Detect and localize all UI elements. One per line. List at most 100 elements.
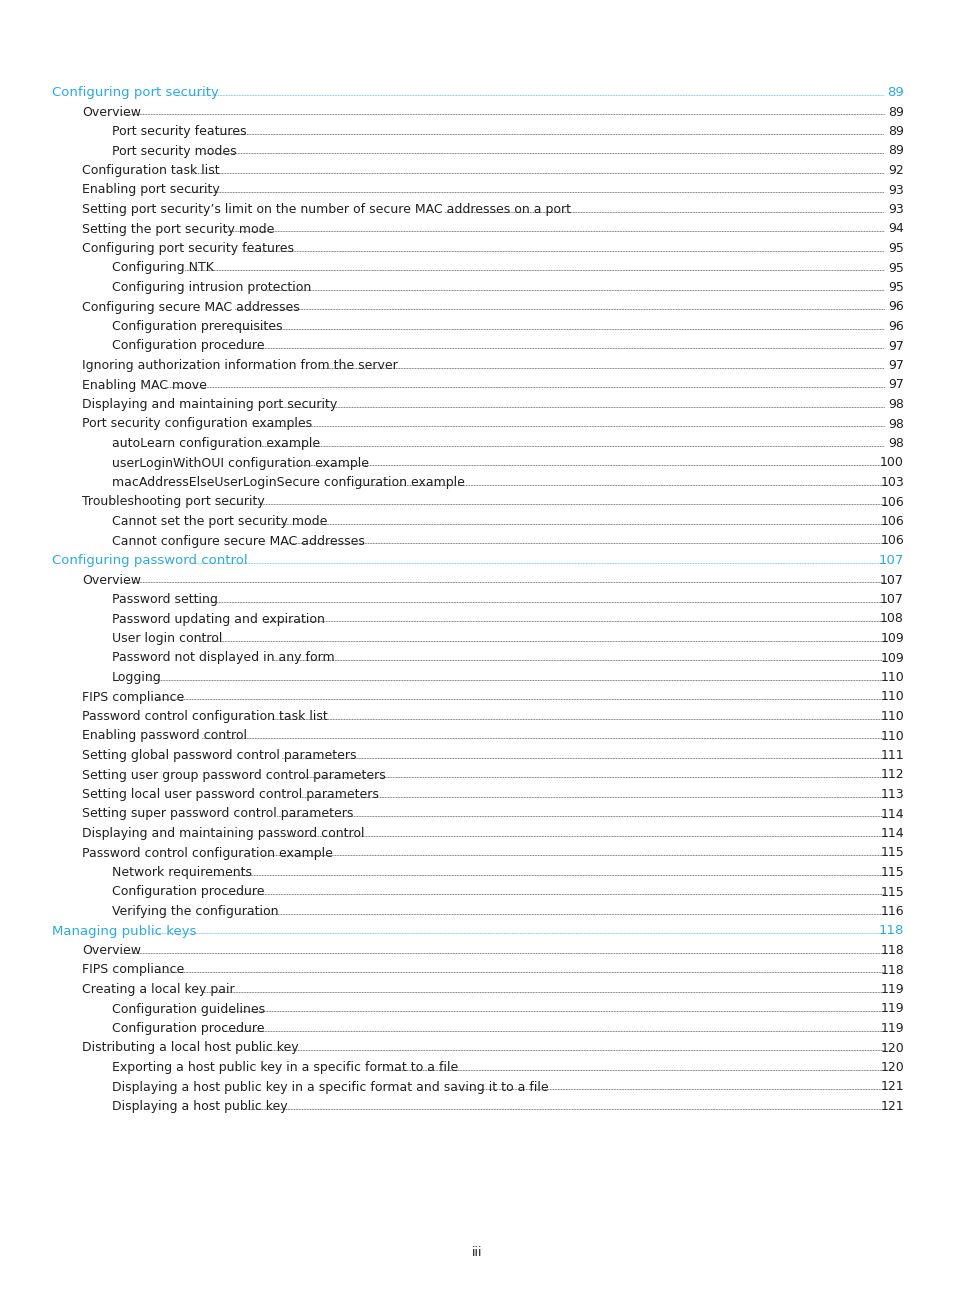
Text: Enabling password control: Enabling password control	[82, 730, 247, 743]
Text: macAddressElseUserLoginSecure configuration example: macAddressElseUserLoginSecure configurat…	[112, 476, 464, 489]
Text: 118: 118	[880, 943, 903, 956]
Text: FIPS compliance: FIPS compliance	[82, 963, 184, 976]
Text: Setting local user password control parameters: Setting local user password control para…	[82, 788, 378, 801]
Text: 110: 110	[880, 691, 903, 704]
Text: 98: 98	[887, 417, 903, 430]
Text: Overview: Overview	[82, 574, 141, 587]
Text: Port security modes: Port security modes	[112, 144, 236, 158]
Text: 110: 110	[880, 710, 903, 723]
Text: 92: 92	[887, 165, 903, 178]
Text: 118: 118	[880, 963, 903, 976]
Text: Overview: Overview	[82, 943, 141, 956]
Text: 121: 121	[880, 1100, 903, 1113]
Text: Setting super password control parameters: Setting super password control parameter…	[82, 807, 353, 820]
Text: 121: 121	[880, 1081, 903, 1094]
Text: userLoginWithOUI configuration example: userLoginWithOUI configuration example	[112, 456, 369, 469]
Text: Displaying and maintaining password control: Displaying and maintaining password cont…	[82, 827, 364, 840]
Text: 89: 89	[887, 105, 903, 118]
Text: 118: 118	[878, 924, 903, 937]
Text: 96: 96	[887, 301, 903, 314]
Text: Enabling port security: Enabling port security	[82, 184, 219, 197]
Text: 106: 106	[880, 495, 903, 508]
Text: 97: 97	[887, 378, 903, 391]
Text: 115: 115	[880, 846, 903, 859]
Text: 119: 119	[880, 1003, 903, 1016]
Text: Exporting a host public key in a specific format to a file: Exporting a host public key in a specifi…	[112, 1061, 457, 1074]
Text: Port security configuration examples: Port security configuration examples	[82, 417, 312, 430]
Text: 97: 97	[887, 340, 903, 353]
Text: FIPS compliance: FIPS compliance	[82, 691, 184, 704]
Text: 116: 116	[880, 905, 903, 918]
Text: 95: 95	[887, 262, 903, 275]
Text: 120: 120	[880, 1042, 903, 1055]
Text: Configuration guidelines: Configuration guidelines	[112, 1003, 265, 1016]
Text: Password control configuration example: Password control configuration example	[82, 846, 333, 859]
Text: Configuration procedure: Configuration procedure	[112, 885, 264, 898]
Text: 103: 103	[880, 476, 903, 489]
Text: 106: 106	[880, 515, 903, 527]
Text: Setting the port security mode: Setting the port security mode	[82, 223, 274, 236]
Text: 119: 119	[880, 982, 903, 997]
Text: Setting global password control parameters: Setting global password control paramete…	[82, 749, 356, 762]
Text: Configuring secure MAC addresses: Configuring secure MAC addresses	[82, 301, 299, 314]
Text: Verifying the configuration: Verifying the configuration	[112, 905, 278, 918]
Text: Displaying a host public key in a specific format and saving it to a file: Displaying a host public key in a specif…	[112, 1081, 548, 1094]
Text: Displaying a host public key: Displaying a host public key	[112, 1100, 287, 1113]
Text: Enabling MAC move: Enabling MAC move	[82, 378, 207, 391]
Text: 114: 114	[880, 807, 903, 820]
Text: 95: 95	[887, 281, 903, 294]
Text: 111: 111	[880, 749, 903, 762]
Text: Displaying and maintaining port security: Displaying and maintaining port security	[82, 398, 337, 411]
Text: 109: 109	[880, 652, 903, 665]
Text: 115: 115	[880, 885, 903, 898]
Text: 114: 114	[880, 827, 903, 840]
Text: Logging: Logging	[112, 671, 162, 684]
Text: 89: 89	[887, 124, 903, 137]
Text: 108: 108	[880, 613, 903, 626]
Text: Port security features: Port security features	[112, 124, 246, 137]
Text: Password control configuration task list: Password control configuration task list	[82, 710, 328, 723]
Text: Setting port security’s limit on the number of secure MAC addresses on a port: Setting port security’s limit on the num…	[82, 203, 571, 216]
Text: 107: 107	[878, 553, 903, 568]
Text: 98: 98	[887, 398, 903, 411]
Text: 113: 113	[880, 788, 903, 801]
Text: 109: 109	[880, 632, 903, 645]
Text: 93: 93	[887, 203, 903, 216]
Text: 97: 97	[887, 359, 903, 372]
Text: Network requirements: Network requirements	[112, 866, 252, 879]
Text: Password setting: Password setting	[112, 594, 217, 607]
Text: Configuration prerequisites: Configuration prerequisites	[112, 320, 282, 333]
Text: 89: 89	[887, 144, 903, 158]
Text: Setting user group password control parameters: Setting user group password control para…	[82, 769, 385, 781]
Text: 110: 110	[880, 671, 903, 684]
Text: Configuring port security: Configuring port security	[52, 86, 218, 98]
Text: Ignoring authorization information from the server: Ignoring authorization information from …	[82, 359, 397, 372]
Text: User login control: User login control	[112, 632, 222, 645]
Text: Creating a local key pair: Creating a local key pair	[82, 982, 234, 997]
Text: Cannot set the port security mode: Cannot set the port security mode	[112, 515, 327, 527]
Text: Configuring password control: Configuring password control	[52, 553, 248, 568]
Text: Configuring intrusion protection: Configuring intrusion protection	[112, 281, 311, 294]
Text: autoLearn configuration example: autoLearn configuration example	[112, 437, 320, 450]
Text: Password updating and expiration: Password updating and expiration	[112, 613, 325, 626]
Text: 107: 107	[880, 594, 903, 607]
Text: 112: 112	[880, 769, 903, 781]
Text: 95: 95	[887, 242, 903, 255]
Text: Password not displayed in any form: Password not displayed in any form	[112, 652, 335, 665]
Text: Distributing a local host public key: Distributing a local host public key	[82, 1042, 298, 1055]
Text: 94: 94	[887, 223, 903, 236]
Text: iii: iii	[471, 1245, 482, 1258]
Text: Configuration task list: Configuration task list	[82, 165, 219, 178]
Text: 107: 107	[880, 574, 903, 587]
Text: 98: 98	[887, 437, 903, 450]
Text: Configuration procedure: Configuration procedure	[112, 1023, 264, 1036]
Text: Configuring port security features: Configuring port security features	[82, 242, 294, 255]
Text: 106: 106	[880, 534, 903, 547]
Text: 110: 110	[880, 730, 903, 743]
Text: 89: 89	[886, 86, 903, 98]
Text: 115: 115	[880, 866, 903, 879]
Text: Configuring NTK: Configuring NTK	[112, 262, 213, 275]
Text: Troubleshooting port security: Troubleshooting port security	[82, 495, 265, 508]
Text: Cannot configure secure MAC addresses: Cannot configure secure MAC addresses	[112, 534, 364, 547]
Text: 96: 96	[887, 320, 903, 333]
